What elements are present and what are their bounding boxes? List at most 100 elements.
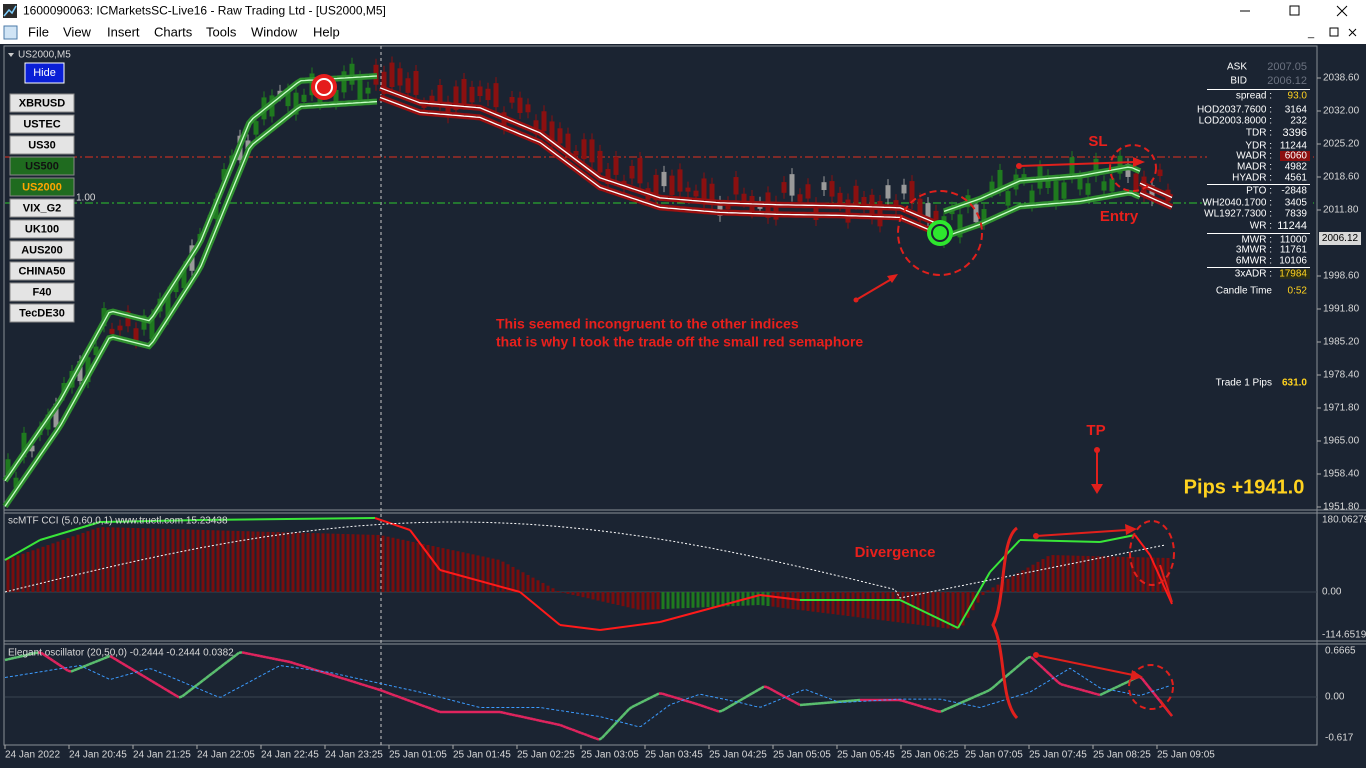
candle-body — [573, 150, 579, 156]
symbol-button[interactable] — [9, 198, 75, 218]
price-label: 2025.20 — [1323, 139, 1360, 150]
hide-button-label[interactable]: Hide — [33, 67, 56, 79]
ma-band-core — [4, 100, 378, 507]
menu-item[interactable]: Charts — [154, 24, 193, 39]
osc-line — [76, 666, 81, 671]
symbol-button[interactable] — [9, 114, 75, 134]
info-value: 2006.12 — [1267, 75, 1307, 87]
symbol-button-label[interactable]: VIX_G2 — [23, 202, 62, 214]
menu-item[interactable]: File — [28, 24, 49, 39]
symbol-button[interactable] — [9, 240, 75, 260]
menu-item[interactable]: Help — [313, 24, 340, 39]
osc-line — [121, 662, 126, 667]
osc-line — [763, 685, 768, 689]
osc-line — [274, 657, 279, 661]
osc-line — [625, 708, 630, 714]
ma-band-core — [1139, 182, 1173, 199]
osc-line — [145, 676, 150, 681]
menu-item[interactable]: Insert — [107, 24, 140, 39]
osc-line — [1054, 678, 1059, 684]
osc-line — [1087, 690, 1092, 694]
info-value: 11761 — [1280, 245, 1308, 256]
osc-line — [502, 711, 507, 715]
symbol-button-label[interactable]: US2000 — [22, 181, 62, 193]
symbol-button-label[interactable]: USTEC — [23, 118, 60, 130]
osc-line — [64, 667, 69, 672]
osc-line — [178, 695, 183, 699]
candle-body — [1085, 183, 1091, 195]
symbol-button[interactable] — [9, 93, 75, 113]
collapse-arrow[interactable] — [8, 53, 14, 57]
cci-line — [599, 621, 661, 631]
osc-line — [709, 707, 714, 711]
symbol-button-label[interactable]: F40 — [33, 286, 52, 298]
info-value: -2848 — [1281, 186, 1307, 197]
osc-line — [619, 714, 624, 720]
restore-button[interactable] — [1289, 5, 1300, 16]
chart-menu-icon[interactable] — [3, 25, 18, 40]
symbol-button[interactable] — [9, 219, 75, 239]
symbol-button-label[interactable]: XBRUSD — [19, 97, 66, 109]
symbol-button-label[interactable]: US30 — [28, 139, 56, 151]
child-minimize[interactable]: _ — [1307, 27, 1315, 39]
osc-line — [664, 693, 669, 697]
time-label: 25 Jan 04:25 — [709, 750, 767, 761]
osc-line — [112, 656, 117, 661]
symbol-button-label[interactable]: UK100 — [25, 223, 59, 235]
candle-body — [1077, 176, 1083, 190]
menu-item[interactable]: View — [63, 24, 92, 39]
candle-body — [149, 315, 155, 340]
osc-line — [1060, 683, 1065, 687]
menu-item[interactable]: Window — [251, 24, 298, 39]
symbol-button-label[interactable]: US500 — [25, 160, 59, 172]
osc-line — [94, 659, 99, 664]
symbol-button[interactable] — [9, 156, 75, 176]
osc-line — [427, 706, 432, 710]
osc-line — [580, 731, 585, 736]
osc-line — [52, 659, 57, 664]
osc-line — [364, 684, 369, 688]
osc-line — [787, 697, 792, 702]
osc-line — [697, 703, 702, 707]
symbol-button[interactable] — [9, 261, 75, 281]
osc-line — [715, 709, 720, 713]
symbol-button[interactable] — [9, 135, 75, 155]
menu-items: File View Insert Charts Tools Window Help — [28, 24, 340, 39]
candle-body — [853, 185, 859, 204]
cci-line — [957, 571, 991, 629]
symbol-button[interactable] — [9, 177, 75, 197]
osc-line — [322, 671, 327, 675]
osc-line — [115, 658, 120, 663]
symbol-button-label[interactable]: TecDE30 — [19, 307, 65, 319]
osc-line — [550, 721, 555, 725]
symbol-button-label[interactable]: CHINA50 — [18, 265, 65, 277]
osc-line — [667, 694, 672, 698]
candle-body — [1029, 190, 1035, 206]
osc-line — [25, 653, 30, 657]
hide-button[interactable] — [24, 62, 65, 84]
arrow-dot — [1033, 533, 1039, 539]
cci-line — [1099, 534, 1136, 543]
symbol-button-label[interactable]: AUS200 — [21, 244, 63, 256]
osc-line — [415, 702, 420, 706]
symbol-button[interactable] — [9, 303, 75, 323]
osc-line — [934, 709, 939, 713]
candle-body — [613, 156, 619, 175]
osc-line — [913, 703, 918, 707]
child-restore[interactable] — [1329, 27, 1339, 37]
price-label: 2032.00 — [1323, 106, 1360, 117]
osc-line — [532, 717, 537, 722]
osc-line — [241, 651, 246, 655]
child-close[interactable] — [1348, 28, 1357, 37]
price-label: 1991.80 — [1323, 304, 1360, 315]
osc-line — [1075, 687, 1080, 691]
candle-body — [29, 445, 35, 452]
osc-line — [916, 703, 921, 708]
info-label: LOD2003.8000 : — [1199, 116, 1272, 127]
osc-line — [784, 695, 789, 700]
menu-item[interactable]: Tools — [206, 24, 237, 39]
osc-line — [298, 663, 303, 667]
symbol-button[interactable] — [9, 282, 75, 302]
close-button[interactable] — [1336, 5, 1348, 17]
time-label: 25 Jan 02:25 — [517, 750, 575, 761]
